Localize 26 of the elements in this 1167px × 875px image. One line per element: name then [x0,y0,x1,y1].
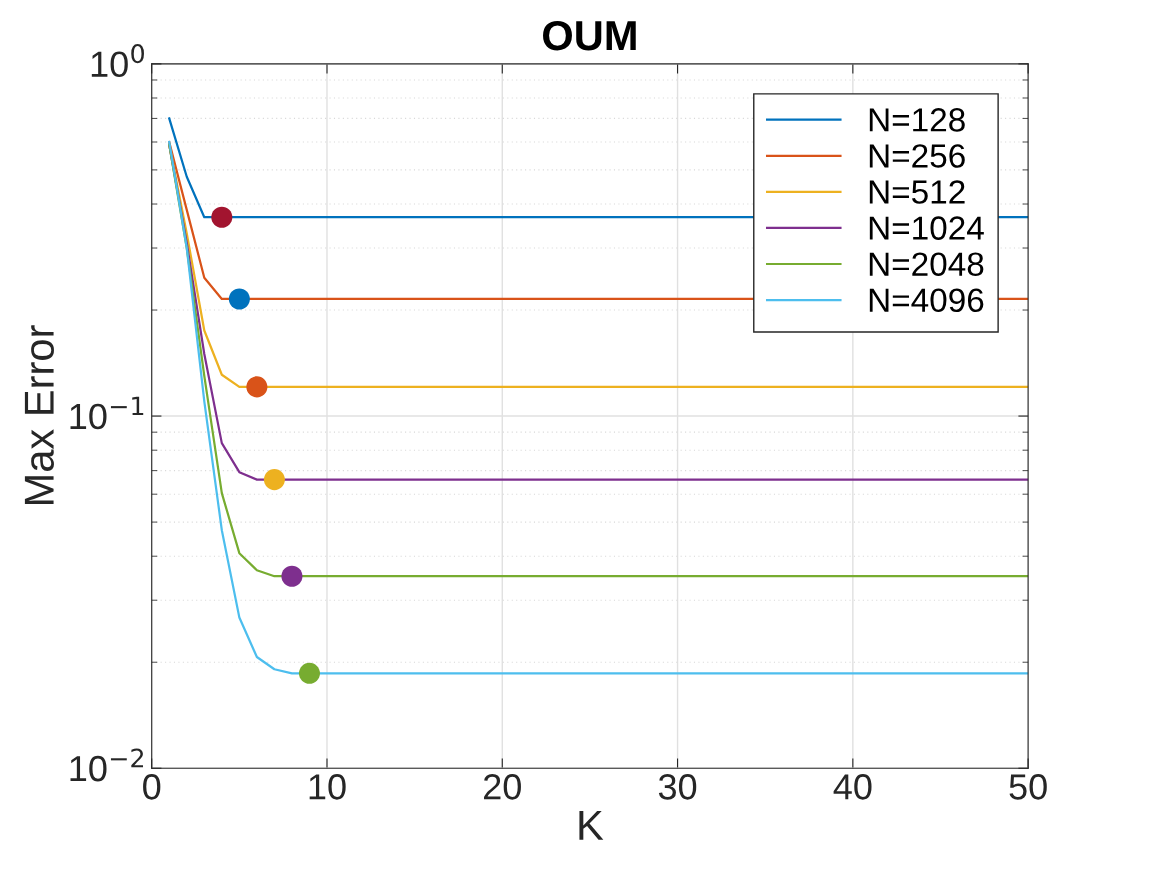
point [263,469,285,491]
x-tick-label: 50 [1009,774,1047,800]
x-tick-label: 0 [143,774,161,800]
y-tick-label: 10$^{−1}$ [70,396,144,430]
line-series [168,143,1029,578]
y-axis-title: Max Error [24,325,54,505]
legend-label: N=512 [869,180,965,204]
point [211,206,233,228]
y-tick-label: 10$^{0}$ [91,44,144,78]
x-tick-label: 40 [833,774,872,800]
line-series [168,140,1029,675]
legend-label: N=256 [869,144,965,168]
point [281,565,303,587]
chart-title: OUM [543,20,636,51]
legend-label: N=128 [869,108,965,132]
legend-label: N=1024 [869,216,984,240]
x-axis-title: K [579,811,604,840]
point [228,288,250,310]
point [246,376,268,398]
point [298,662,320,684]
x-tick-label: 30 [658,774,697,800]
legend-label: N=2048 [869,252,984,276]
x-tick-label: 10 [309,774,346,800]
legend-label: N=4096 [869,288,984,313]
x-tick-label: 20 [484,774,521,800]
y-tick-label: 10$^{−2}$ [70,748,144,782]
